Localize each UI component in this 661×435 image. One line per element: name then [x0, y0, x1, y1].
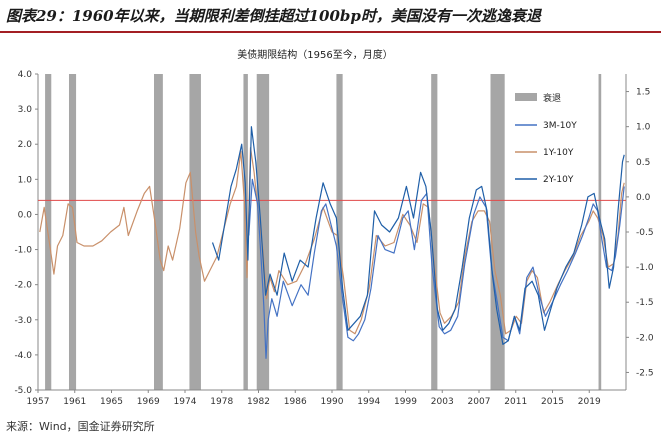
x-tick-label: 1990	[321, 397, 344, 406]
recession-band	[256, 74, 270, 390]
recession-band	[598, 74, 602, 390]
legend-label: 1Y-10Y	[543, 148, 574, 158]
yield-curve-chart: 4.0 3.0 2.0 1.0 0.0 -1.0 -2.0 -3.0 -4.0 -5.0 1.5 1.…	[0, 40, 661, 406]
report-title: 图表29：1960年以来，当期限利差倒挂超过100bp时，美国没有一次逃逸衰退	[6, 7, 541, 25]
title-rule	[0, 31, 661, 33]
right-tick-label: -0.5	[636, 228, 654, 238]
legend-label: 2Y-10Y	[543, 175, 574, 185]
x-tick-label: 1982	[247, 397, 270, 406]
chart-series	[39, 126, 625, 359]
series-line-2y-10y	[211, 126, 625, 345]
left-tick-label: -2.0	[14, 281, 32, 291]
recession-band	[490, 74, 505, 390]
left-tick-label: -4.0	[14, 351, 32, 361]
right-tick-label: -1.5	[636, 298, 654, 308]
left-tick-label: 4.0	[18, 70, 33, 80]
x-tick-label: 1969	[137, 397, 160, 406]
x-tick-label: 1978	[210, 397, 233, 406]
source-note: 来源：Wind，国金证券研究所	[6, 420, 155, 433]
chart-title: 美债期限结构（1956至今，月度）	[237, 48, 392, 61]
chart-axes: 4.0 3.0 2.0 1.0 0.0 -1.0 -2.0 -3.0 -4.0 -5.0 1.5 1.…	[14, 70, 653, 406]
x-tick-label: 1986	[284, 397, 307, 406]
legend-swatch-recession	[515, 93, 537, 101]
left-tick-label: -1.0	[14, 246, 32, 256]
recession-band	[68, 74, 77, 390]
x-tick-label: 1965	[100, 397, 123, 406]
chart-legend: 衰退 3M-10Y 1Y-10Y 2Y-10Y	[515, 92, 577, 185]
x-tick-label: 1994	[357, 397, 380, 406]
x-tick-label: 2019	[578, 397, 601, 406]
legend-label: 衰退	[543, 92, 561, 104]
recession-band	[154, 74, 163, 390]
right-tick-label: -1.0	[636, 263, 654, 273]
left-tick-label: -5.0	[14, 386, 32, 396]
x-tick-label: 2003	[431, 397, 454, 406]
series-line-1y-10y	[39, 147, 625, 335]
x-tick-label: 1974	[174, 397, 197, 406]
x-tick-label: 2011	[504, 397, 527, 406]
recession-band	[336, 74, 343, 390]
recession-band	[431, 74, 438, 390]
left-tick-label: 0.0	[18, 210, 33, 220]
right-tick-label: 1.0	[636, 123, 651, 133]
legend-label: 3M-10Y	[543, 121, 577, 131]
x-tick-label: 1961	[63, 397, 86, 406]
left-tick-label: 3.0	[18, 105, 33, 115]
right-tick-label: 0.0	[636, 193, 651, 203]
left-tick-label: 2.0	[18, 140, 33, 150]
left-tick-label: 1.0	[18, 175, 33, 185]
left-tick-label: -3.0	[14, 316, 32, 326]
x-tick-label: 1957	[27, 397, 50, 406]
x-tick-label: 2015	[541, 397, 564, 406]
right-tick-label: 1.5	[636, 88, 650, 98]
right-tick-label: -2.5	[636, 368, 654, 378]
x-tick-label: 1999	[394, 397, 417, 406]
series-line-3m-10y	[248, 178, 625, 359]
right-tick-label: -2.0	[636, 333, 654, 343]
right-tick-label: 0.5	[636, 158, 650, 168]
x-tick-label: 2007	[468, 397, 491, 406]
